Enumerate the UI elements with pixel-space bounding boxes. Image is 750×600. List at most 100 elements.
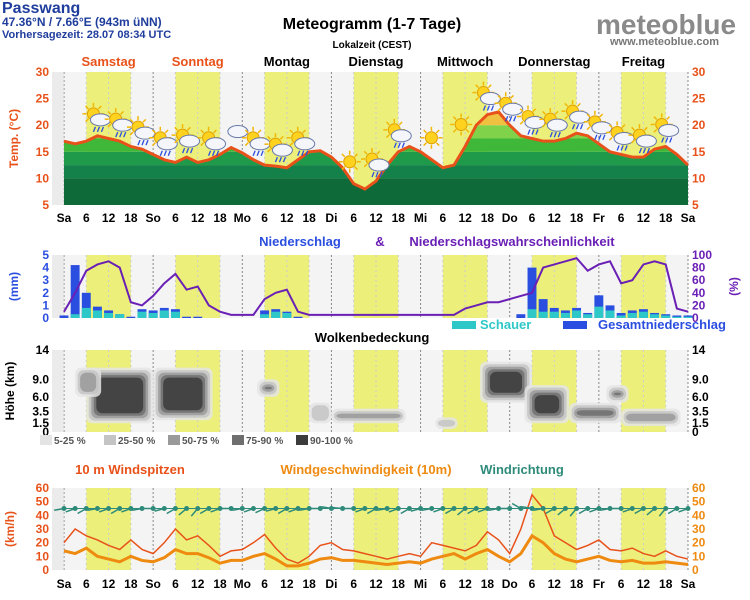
sun-ray (354, 166, 359, 171)
day-label: Donnerstag (518, 54, 590, 69)
cloud-ytick-left: 9.0 (32, 372, 49, 386)
rain-drop (620, 145, 624, 151)
wind-ytick-right: 10 (692, 549, 706, 563)
shower-bar (104, 312, 114, 318)
cloud-shape (390, 129, 412, 143)
sun-ray (142, 118, 147, 123)
precip-bar (126, 316, 136, 318)
cloud-ytick-left: 1.5 (32, 416, 49, 430)
wind-dir-dot (585, 506, 591, 511)
wind-ytick-right: 0 (692, 563, 699, 577)
sun-disc (424, 131, 438, 145)
cloud-shape (658, 123, 680, 137)
sun-ray (510, 94, 515, 99)
wind-dir-dot (306, 506, 312, 511)
x-tick-hour: 18 (570, 211, 584, 225)
pre-forecast-shade (52, 488, 64, 570)
sun-rain-icon (583, 110, 613, 141)
wind-ytick-left: 10 (36, 549, 50, 563)
rain-drop (297, 150, 301, 157)
wind-panel: 10 m Windspitzen Windgeschwindigkeit (10m… (3, 462, 706, 591)
wind-dir-dot (61, 506, 67, 511)
wind-dir-dot (440, 506, 446, 511)
cloud-ytick-right: 6.0 (692, 390, 709, 404)
x-tick-hour: 12 (637, 211, 651, 225)
wind-dir-dot (496, 506, 502, 511)
rain-drop (513, 115, 517, 122)
x-tick-hour: 6 (83, 211, 90, 225)
precip-prob-ylabel: (%) (727, 277, 741, 296)
sun-ray (97, 105, 102, 110)
brand-url: www.meteoblue.com (609, 36, 719, 48)
sun-ray (244, 142, 249, 147)
sun-rain-icon (171, 124, 201, 154)
sun-ray (423, 142, 428, 147)
sun-rain-icon (286, 126, 316, 157)
shower-bar (70, 314, 80, 318)
cloud-blob (80, 372, 97, 392)
sun-disc (343, 155, 357, 169)
sun-ray (174, 139, 179, 144)
sun-ray (497, 107, 502, 112)
x-tick-hour: 18 (481, 211, 495, 225)
day-label: Mittwoch (437, 54, 493, 69)
x-tick-day: Mo (234, 211, 251, 225)
wind-dir-dot (674, 506, 680, 511)
wind-ytick-left: 20 (36, 536, 50, 550)
rain-drop (553, 131, 557, 138)
sun-rain-icon (383, 118, 412, 149)
rain-drop (375, 171, 379, 178)
rain-drop (282, 156, 287, 163)
cloud-shape (613, 131, 635, 145)
pre-forecast-shade (52, 350, 64, 432)
x-tick-day: Sa (681, 211, 696, 225)
shower-bar (627, 312, 637, 318)
sun-icon (420, 126, 443, 149)
shower-bar (594, 306, 604, 318)
cloud-legend-swatch (40, 435, 52, 445)
sun-rain-icon (494, 92, 524, 122)
x-tick-hour: 6 (172, 211, 179, 225)
wind-dir-dot (150, 506, 156, 511)
sun-ray (465, 116, 470, 121)
wind-dir-dot (562, 506, 568, 511)
sun-ray (423, 129, 428, 134)
gust-line (63, 493, 689, 564)
sun-ray (302, 129, 307, 134)
wind-speed-line (63, 533, 689, 568)
x-tick-hour: 6 (529, 577, 536, 591)
temp-ytick-left: 20 (36, 118, 50, 132)
shower-bar (260, 314, 270, 318)
temp-ytick-left: 5 (42, 198, 49, 212)
wind-dir-dot (139, 506, 145, 511)
sun-rain-icon (606, 121, 635, 151)
wind-dir-dot (451, 506, 457, 511)
precip-ytick: 1 (42, 298, 49, 312)
rain-drop (594, 134, 598, 141)
rain-drop (207, 150, 212, 157)
cloud-ytick-right: 9.0 (692, 372, 709, 386)
rain-drop (260, 150, 264, 157)
x-tick-day: So (145, 211, 160, 225)
rain-drop (665, 137, 669, 143)
legend-total: Gesamtniederschlag (598, 317, 726, 332)
precipitation-panel: Niederschlag & Niederschlagswahrscheinlich… (7, 234, 741, 332)
wind-dir-dot (473, 506, 479, 511)
temp-ytick-left: 15 (36, 145, 50, 159)
wind-dir-dot (395, 506, 401, 511)
shower-bar (583, 314, 593, 318)
sun-ray (653, 128, 658, 133)
cloud-blob (264, 386, 272, 390)
cloud-legend-swatch (232, 435, 244, 445)
sun-ray (267, 135, 272, 140)
legend-shower-swatch (452, 321, 476, 329)
x-tick-day: Sa (57, 211, 72, 225)
sun-ray (257, 129, 262, 134)
cloud-shape (546, 118, 568, 132)
sun-ray (643, 126, 648, 131)
precip-title: Niederschlag (259, 234, 341, 249)
sun-ray (341, 166, 346, 171)
precip-prob-line (63, 257, 689, 316)
rain-drop (557, 131, 561, 138)
wind-dir-dot (652, 506, 658, 511)
